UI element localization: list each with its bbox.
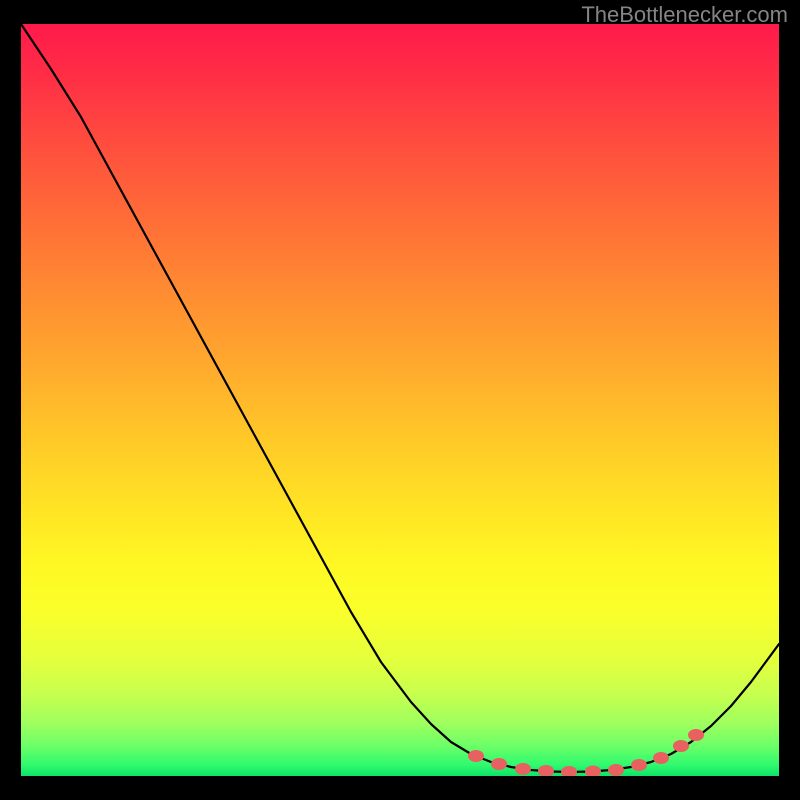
- marker-dot: [468, 750, 484, 762]
- watermark-text: TheBottlenecker.com: [581, 2, 788, 28]
- plot-area: [21, 24, 779, 776]
- chart-container: TheBottlenecker.com: [0, 0, 800, 800]
- marker-dot: [515, 763, 531, 775]
- curve-layer: [21, 24, 779, 776]
- bottleneck-curve: [21, 24, 779, 772]
- marker-dot: [608, 764, 624, 776]
- marker-dot: [561, 766, 577, 776]
- marker-dot: [585, 766, 601, 777]
- marker-dot: [688, 729, 704, 741]
- marker-dot: [491, 758, 507, 770]
- marker-dot: [673, 740, 689, 752]
- marker-dot: [653, 752, 669, 764]
- marker-dot: [631, 759, 647, 771]
- marker-dot: [538, 765, 554, 776]
- data-markers: [468, 729, 704, 776]
